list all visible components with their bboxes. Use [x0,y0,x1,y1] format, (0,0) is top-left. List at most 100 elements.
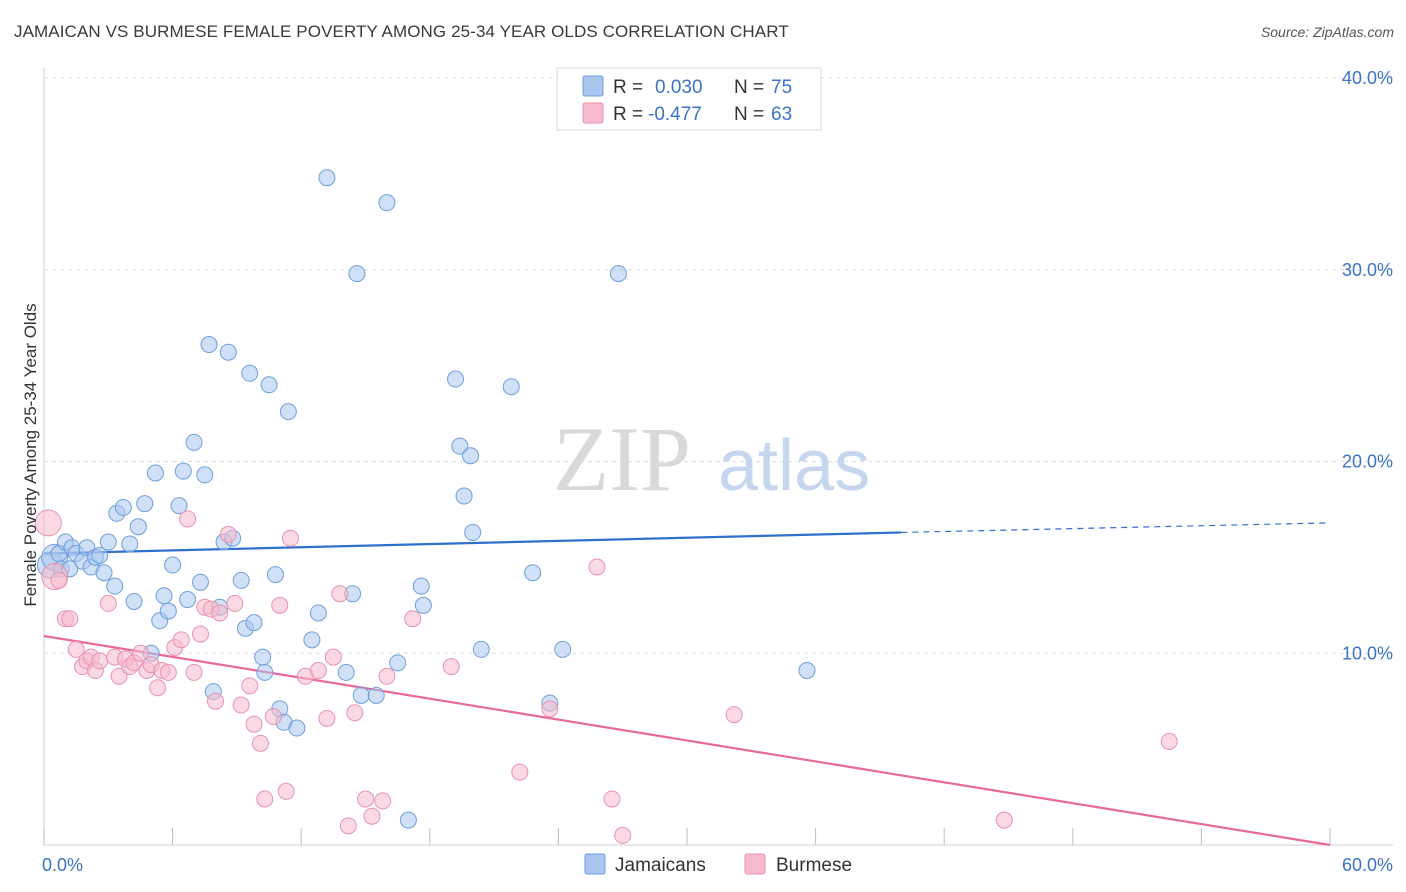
x-tick-label-60: 60.0% [1342,855,1393,875]
point-burmese-47 [331,585,349,603]
point-jamaicans-74 [554,640,572,658]
point-jamaicans-46 [260,376,278,394]
point-jamaicans-33 [196,466,214,484]
point-burmese-39 [264,708,282,726]
bottom-legend-label-burmese: Burmese [776,855,852,876]
bottom-legend-swatch-jamaicans [584,853,606,875]
point-jamaicans-54 [318,169,336,187]
point-burmese-53 [378,667,396,685]
point-jamaicans-72 [524,564,542,582]
point-jamaicans-14 [99,533,117,551]
point-burmese-11 [99,594,117,612]
point-jamaicans-20 [129,518,147,536]
point-jamaicans-47 [266,566,284,584]
point-jamaicans-43 [245,614,263,632]
point-burmese-24 [172,631,190,649]
point-jamaicans-61 [389,654,407,672]
legend-r-value-2: -0.477 [648,104,702,125]
point-burmese-46 [324,648,342,666]
point-burmese-57 [541,700,559,718]
point-jamaicans-28 [170,497,188,515]
point-jamaicans-17 [114,499,132,517]
point-jamaicans-40 [232,571,250,589]
point-burmese-2 [50,571,68,589]
bottom-legend: Jamaicans Burmese [584,853,852,876]
watermark-zip: ZIP [553,408,691,510]
bottom-legend-swatch-burmese [744,853,766,875]
point-burmese-55 [442,658,460,676]
point-jamaicans-62 [399,811,417,829]
point-jamaicans-59 [367,686,385,704]
trend-line-jamaicans [43,531,902,555]
point-jamaicans-30 [179,591,197,609]
y-tick-label-20: 20.0% [1342,452,1393,472]
point-burmese-40 [271,596,289,614]
point-burmese-4 [61,610,79,628]
point-burmese-37 [251,734,269,752]
point-burmese-63 [1160,732,1178,750]
chart-title: JAMAICAN VS BURMESE FEMALE POVERTY AMONG… [14,22,789,41]
point-burmese-44 [309,662,327,680]
point-jamaicans-13 [95,564,113,582]
point-jamaicans-32 [191,573,209,591]
legend-swatch-jamaicans [582,75,604,97]
y-tick-label-30: 30.0% [1342,260,1393,280]
point-jamaicans-52 [303,631,321,649]
point-burmese-17 [131,644,149,662]
point-jamaicans-31 [185,433,203,451]
point-burmese-0 [34,509,62,537]
point-jamaicans-23 [146,464,164,482]
point-jamaicans-76 [798,662,816,680]
point-burmese-20 [149,679,167,697]
legend-n-label-2: N = [734,104,764,125]
point-jamaicans-45 [256,663,274,681]
point-burmese-51 [363,807,381,825]
legend-swatch-burmese [582,102,604,124]
point-burmese-49 [346,704,364,722]
point-burmese-10 [91,652,109,670]
point-jamaicans-21 [136,495,154,513]
point-burmese-42 [281,529,299,547]
point-burmese-38 [256,790,274,808]
point-burmese-35 [241,677,259,695]
point-jamaicans-64 [414,596,432,614]
point-burmese-32 [219,525,237,543]
point-jamaicans-66 [451,437,469,455]
point-burmese-56 [511,763,529,781]
point-jamaicans-19 [125,592,143,610]
point-jamaicans-71 [502,378,520,396]
point-burmese-54 [404,610,422,628]
point-jamaicans-69 [464,523,482,541]
point-burmese-34 [232,696,250,714]
point-burmese-58 [588,558,606,576]
point-jamaicans-70 [472,640,490,658]
point-jamaicans-65 [447,370,465,388]
point-burmese-41 [277,782,295,800]
point-burmese-50 [357,790,374,808]
point-jamaicans-63 [412,577,430,595]
point-jamaicans-27 [164,556,182,574]
point-burmese-45 [318,709,336,727]
point-burmese-27 [191,625,209,643]
point-burmese-13 [110,667,128,685]
point-jamaicans-75 [609,265,627,283]
point-jamaicans-25 [155,587,173,605]
point-jamaicans-67 [455,487,473,505]
source-credit: Source: ZipAtlas.com [1260,24,1394,40]
x-tick-label-0: 0.0% [42,855,83,875]
point-jamaicans-12 [91,546,109,564]
point-jamaicans-53 [309,604,327,622]
point-jamaicans-15 [106,577,124,595]
legend-n-value-1: 75 [771,77,792,98]
watermark-atlas: atlas [718,426,870,506]
data-points [34,169,1178,844]
trend-lines [43,522,1331,847]
point-burmese-60 [614,826,632,844]
watermark: ZIP atlas [553,408,870,510]
y-tick-label-40: 40.0% [1342,68,1393,88]
point-burmese-36 [245,715,263,733]
point-jamaicans-26 [159,602,177,620]
point-jamaicans-55 [337,663,355,681]
point-burmese-26 [185,663,203,681]
